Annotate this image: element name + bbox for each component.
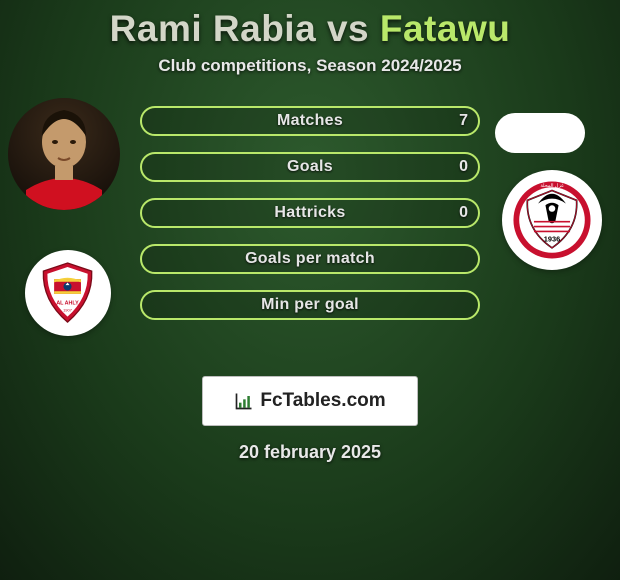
shield-icon: AL AHLY 1907 [34,259,101,326]
subtitle: Club competitions, Season 2024/2025 [0,56,620,76]
svg-text:AL AHLY: AL AHLY [57,301,80,307]
comparison-area: AL AHLY 1907 1936 غزل المحلة Matches7 Goa… [0,106,620,366]
title-player2: Fatawu [380,8,510,49]
stat-row: Hattricks0 [140,198,480,228]
stat-label: Matches [142,108,478,134]
player2-club-badge: 1936 غزل المحلة [502,170,602,270]
stat-row: Goals per match [140,244,480,274]
title-vs: vs [327,8,369,49]
svg-text:غزل المحلة: غزل المحلة [540,183,564,189]
watermark-text: FcTables.com [260,390,385,412]
stat-row: Matches7 [140,106,480,136]
stat-rows: Matches7Goals0Hattricks0Goals per matchM… [140,106,480,320]
stat-label: Hattricks [142,200,478,226]
player1-club-badge: AL AHLY 1907 [25,250,111,336]
chart-bar-icon [234,391,254,411]
player2-photo-placeholder [495,113,585,153]
stat-row: Min per goal [140,290,480,320]
stat-row: Goals0 [140,152,480,182]
page-title: Rami Rabia vs Fatawu [0,8,620,50]
title-player1: Rami Rabia [110,8,317,49]
content: Rami Rabia vs Fatawu Club competitions, … [0,0,620,463]
svg-text:1907: 1907 [64,308,74,313]
date-text: 20 february 2025 [0,442,620,463]
player1-photo [8,98,120,210]
stat-label: Goals [142,154,478,180]
svg-text:1936: 1936 [544,234,560,243]
stat-value-right: 7 [459,108,468,134]
person-icon [8,98,120,210]
stat-value-right: 0 [459,154,468,180]
stat-label: Goals per match [142,246,478,272]
shield-icon: 1936 غزل المحلة [511,179,593,261]
watermark: FcTables.com [202,376,418,426]
stat-value-right: 0 [459,200,468,226]
stat-label: Min per goal [142,292,478,318]
